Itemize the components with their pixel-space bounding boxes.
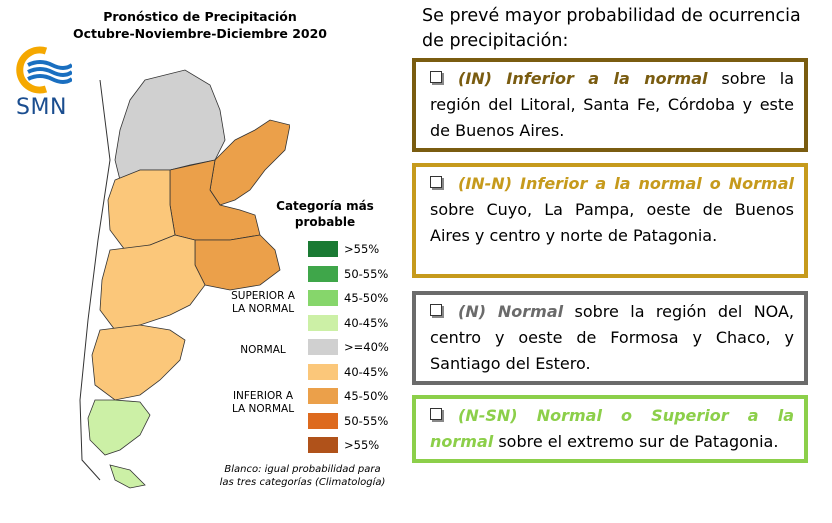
legend-item: >=40%	[308, 338, 389, 356]
legend-item: 45-50%	[308, 289, 388, 307]
legend-item: 45-50%	[308, 387, 388, 405]
legend-swatch	[308, 339, 338, 355]
legend-item: 50-55%	[308, 412, 388, 430]
map-region-pampa-patagonia-norte	[99, 234, 206, 331]
legend-item: >55%	[308, 240, 379, 258]
legend-label: >55%	[344, 242, 380, 256]
legend-group-normal: NORMAL	[240, 344, 286, 356]
legend-label: 40-45%	[344, 315, 389, 330]
legend-item: 40-45%	[308, 314, 388, 332]
category-description: sobre la región del NOA, centro y oeste …	[430, 302, 795, 373]
legend-group-superior: SUPERIOR A LA NORMAL	[231, 290, 295, 315]
smn-logo: SMN	[12, 45, 82, 125]
map-title: Pronóstico de Precipitación Octubre-Novi…	[72, 9, 328, 41]
legend-label: 40-45%	[344, 364, 389, 379]
category-box: (IN) Inferior a la normal sobre la regió…	[412, 58, 808, 152]
category-box: (N) Normal sobre la región del NOA, cent…	[412, 291, 808, 385]
map-region-buenos-aires	[194, 234, 281, 291]
category-box: (N-SN) Normal o Superior a la normal sob…	[412, 395, 808, 463]
legend-swatch	[308, 265, 338, 282]
intro-text: Se prevé mayor probabilidad de ocurrenci…	[422, 6, 801, 51]
legend-swatch	[308, 290, 338, 306]
category-box: (IN-N) Inferior a la normal o Normal sob…	[412, 163, 808, 278]
smn-logo-icon	[16, 46, 74, 94]
legend-title: Categoría más probable	[276, 199, 374, 229]
forecast-map-panel: Pronóstico de Precipitación Octubre-Novi…	[0, 0, 400, 523]
legend-swatch	[308, 437, 338, 453]
checkbox-bullet-icon	[430, 71, 442, 83]
map-region-cuyo	[107, 169, 176, 251]
legend-group-inferior: INFERIOR A LA NORMAL	[231, 390, 295, 415]
legend-swatch	[308, 241, 338, 257]
category-description: sobre el extremo sur de Patagonia.	[493, 432, 779, 451]
legend-label: 45-50%	[344, 389, 389, 403]
legend-swatch	[308, 412, 338, 429]
map-footnote: Blanco: igual probabilidad para las tres…	[219, 464, 386, 488]
map-region-patagonia-sur	[87, 399, 151, 456]
category-highlight: (IN-N) Inferior a la normal o Normal	[458, 174, 794, 193]
category-description: sobre la región del Litoral, Santa Fe, C…	[430, 69, 794, 140]
argentina-map	[79, 69, 290, 489]
category-highlight: (N-SN) Normal o Superior a la normal	[430, 406, 794, 451]
legend-label: 50-55%	[344, 266, 389, 281]
legend-item: 40-45%	[308, 363, 388, 381]
legend-label: 50-55%	[344, 413, 389, 428]
map-region-tierra-del-fuego	[109, 464, 146, 489]
legend-label: 45-50%	[344, 291, 389, 305]
category-description: sobre Cuyo, La Pampa, oeste de Buenos Ai…	[430, 200, 794, 245]
legend-label: >=40%	[344, 340, 389, 354]
category-highlight: (IN) Inferior a la normal	[458, 69, 708, 88]
category-highlight: (N) Normal	[458, 302, 564, 321]
checkbox-bullet-icon	[430, 176, 442, 188]
smn-label: SMN	[16, 95, 67, 120]
legend-swatch	[308, 363, 338, 380]
legend-swatch	[308, 388, 338, 404]
legend-item: 50-55%	[308, 265, 388, 283]
checkbox-bullet-icon	[430, 304, 442, 316]
legend-item: >55%	[308, 436, 379, 454]
map-chile-coast	[79, 79, 111, 481]
legend-label: >55%	[344, 438, 380, 452]
legend-swatch	[308, 314, 338, 331]
checkbox-bullet-icon	[430, 408, 442, 420]
map-region-patagonia-centro	[91, 324, 186, 401]
